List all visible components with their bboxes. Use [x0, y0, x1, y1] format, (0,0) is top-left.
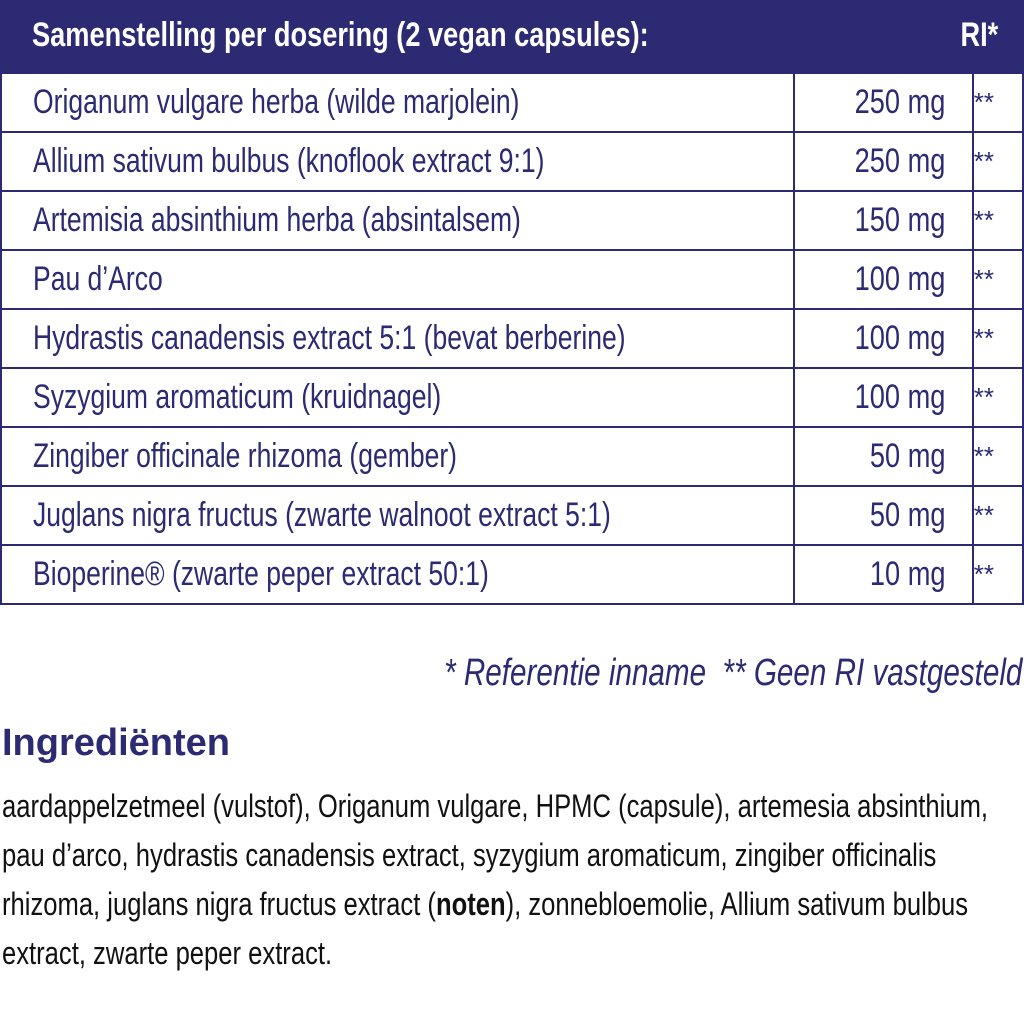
footnote-none: ** Geen RI vastgesteld: [722, 652, 1022, 694]
text: aardappelzetmeel (vulstof), Origanum vul…: [2, 788, 989, 922]
cell-text: **: [973, 559, 994, 589]
ri-cell: **: [971, 131, 1024, 192]
ingredient-cell: Allium sativum bulbus (knoflook extract …: [0, 131, 795, 192]
cell-text: Pau d’Arco: [33, 260, 163, 298]
table-row: Artemisia absinthium herba (absintalsem)…: [0, 190, 1024, 251]
cell-text: Hydrastis canadensis extract 5:1 (bevat …: [33, 319, 626, 357]
footnote: * Referentie inname ** Geen RI vastgeste…: [281, 652, 1022, 695]
cell-text: 100 mg: [855, 378, 946, 416]
cell-text: 50 mg: [870, 496, 946, 534]
amount-cell: 50 mg: [792, 485, 974, 546]
ingredient-cell: Bioperine® (zwarte peper extract 50:1): [0, 544, 795, 605]
cell-text: Zingiber officinale rhizoma (gember): [33, 437, 458, 475]
ingredients-text: aardappelzetmeel (vulstof), Origanum vul…: [2, 782, 1010, 978]
table-header: Samenstelling per dosering (2 vegan caps…: [0, 0, 1024, 72]
ri-cell: **: [971, 72, 1024, 133]
text: ), zonnebloemolie, Allium sativum bulbus…: [2, 886, 969, 971]
ingredient-cell: Origanum vulgare herba (wilde marjolein): [0, 72, 795, 133]
cell-text: **: [973, 441, 994, 471]
ingredients-title: Ingrediënten: [2, 722, 231, 764]
cell-text: 10 mg: [870, 555, 946, 593]
table-row: Syzygium aromaticum (kruidnagel) 100 mg **: [0, 367, 1024, 428]
footnote-ri: * Referentie inname: [443, 652, 706, 694]
ri-cell: **: [971, 426, 1024, 487]
cell-text: **: [973, 323, 994, 353]
amount-cell: 250 mg: [792, 131, 974, 192]
cell-text: **: [973, 146, 994, 176]
cell-text: **: [973, 205, 994, 235]
ingredient-cell: Hydrastis canadensis extract 5:1 (bevat …: [0, 308, 795, 369]
amount-cell: 250 mg: [792, 72, 974, 133]
ingredient-cell: Artemisia absinthium herba (absintalsem): [0, 190, 795, 251]
cell-text: Juglans nigra fructus (zwarte walnoot ex…: [33, 496, 611, 534]
ri-cell: **: [971, 367, 1024, 428]
cell-text: Allium sativum bulbus (knoflook extract …: [33, 142, 545, 180]
amount-cell: 100 mg: [792, 249, 974, 310]
table-row: Pau d’Arco 100 mg **: [0, 249, 1024, 310]
amount-cell: 100 mg: [792, 308, 974, 369]
table-row: Hydrastis canadensis extract 5:1 (bevat …: [0, 308, 1024, 369]
cell-text: Syzygium aromaticum (kruidnagel): [33, 378, 442, 416]
amount-cell: 10 mg: [792, 544, 974, 605]
cell-text: **: [973, 500, 994, 530]
cell-text: **: [973, 264, 994, 294]
amount-cell: 100 mg: [792, 367, 974, 428]
ri-cell: **: [971, 308, 1024, 369]
table-row: Zingiber officinale rhizoma (gember) 50 m…: [0, 426, 1024, 487]
composition-table: Origanum vulgare herba (wilde marjolein)…: [0, 72, 1024, 605]
amount-cell: 150 mg: [792, 190, 974, 251]
cell-text: Origanum vulgare herba (wilde marjolein): [33, 83, 520, 121]
cell-text: Bioperine® (zwarte peper extract 50:1): [33, 555, 489, 593]
cell-text: 250 mg: [855, 142, 946, 180]
cell-text: 100 mg: [855, 260, 946, 298]
ri-cell: **: [971, 485, 1024, 546]
ingredient-cell: Syzygium aromaticum (kruidnagel): [0, 367, 795, 428]
cell-text: 250 mg: [855, 83, 946, 121]
cell-text: 50 mg: [870, 437, 946, 475]
ingredient-cell: Juglans nigra fructus (zwarte walnoot ex…: [0, 485, 795, 546]
ri-cell: **: [971, 190, 1024, 251]
ri-cell: **: [971, 544, 1024, 605]
header-ri: RI*: [960, 16, 998, 54]
amount-cell: 50 mg: [792, 426, 974, 487]
header-title: Samenstelling per dosering (2 vegan caps…: [32, 16, 649, 54]
cell-text: 150 mg: [855, 201, 946, 239]
cell-text: Artemisia absinthium herba (absintalsem): [33, 201, 521, 239]
cell-text: 100 mg: [855, 319, 946, 357]
ingredient-cell: Zingiber officinale rhizoma (gember): [0, 426, 795, 487]
cell-text: **: [973, 382, 994, 412]
cell-text: **: [973, 87, 994, 117]
allergen: noten: [435, 886, 506, 922]
table-row: Bioperine® (zwarte peper extract 50:1) 10…: [0, 544, 1024, 605]
ingredient-cell: Pau d’Arco: [0, 249, 795, 310]
ri-cell: **: [971, 249, 1024, 310]
table-row: Origanum vulgare herba (wilde marjolein)…: [0, 72, 1024, 133]
table-row: Allium sativum bulbus (knoflook extract …: [0, 131, 1024, 192]
table-row: Juglans nigra fructus (zwarte walnoot ex…: [0, 485, 1024, 546]
